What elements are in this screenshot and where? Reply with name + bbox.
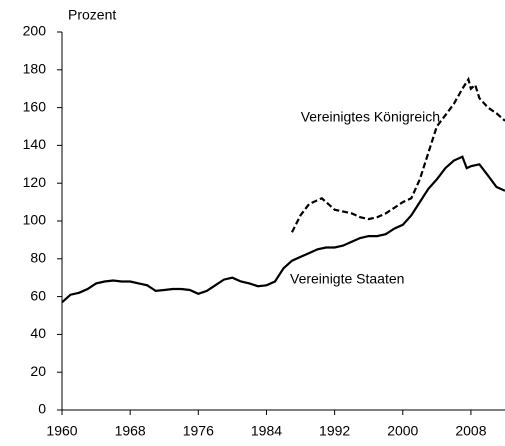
y-tick-label: 0 xyxy=(38,401,46,417)
series-line xyxy=(61,155,505,304)
x-tick-label: 1976 xyxy=(183,423,214,439)
y-axis-label: Prozent xyxy=(68,7,116,23)
series-line xyxy=(291,76,505,233)
y-tick-label: 180 xyxy=(23,61,47,77)
y-tick-label: 160 xyxy=(23,98,47,114)
y-tick-label: 40 xyxy=(30,325,46,341)
x-tick-label: 1984 xyxy=(251,423,282,439)
x-tick-label: 1968 xyxy=(115,423,146,439)
x-tick-label: 2008 xyxy=(455,423,486,439)
y-tick-label: 20 xyxy=(30,363,46,379)
y-tick-label: 140 xyxy=(23,136,47,152)
x-tick-label: 1992 xyxy=(319,423,350,439)
series-label: Vereinigte Staaten xyxy=(290,271,404,287)
y-tick-label: 80 xyxy=(30,250,46,266)
y-tick-label: 120 xyxy=(23,174,47,190)
series-label: Vereinigtes Königreich xyxy=(301,109,440,125)
y-tick-label: 100 xyxy=(23,212,47,228)
x-tick-label: 1960 xyxy=(46,423,77,439)
x-tick-label: 2000 xyxy=(387,423,418,439)
y-tick-label: 60 xyxy=(30,287,46,303)
y-tick-label: 200 xyxy=(23,23,47,39)
